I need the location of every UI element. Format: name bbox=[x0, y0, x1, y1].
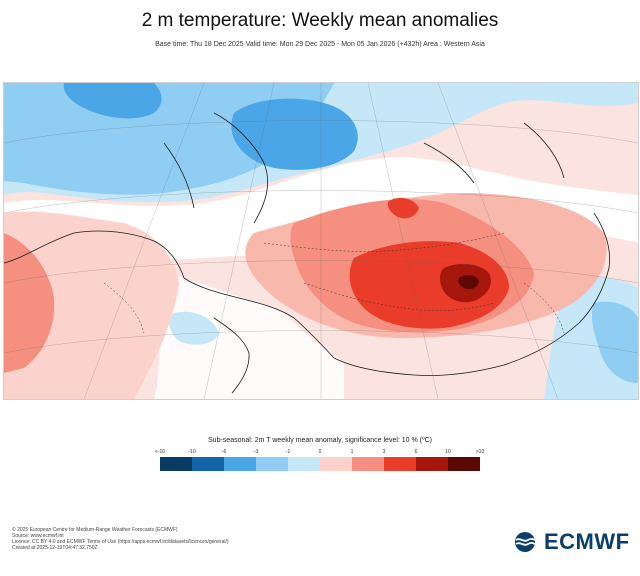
extreme-core-mongolia bbox=[458, 275, 479, 290]
legend-ticks: <-10 -10 -6 -3 -1 0 1 3 6 10 >10 bbox=[155, 449, 484, 457]
cold-patch-central bbox=[169, 311, 219, 345]
warm-core-west bbox=[4, 233, 55, 373]
legend-tick: 1 bbox=[350, 449, 354, 455]
legend-tick: -1 bbox=[285, 449, 291, 455]
ecmwf-logo: ECMWF bbox=[510, 529, 630, 555]
anomaly-map bbox=[3, 82, 639, 400]
footer-line: Licence: CC BY 4.0 and ECMWF Terms of Us… bbox=[12, 539, 229, 545]
legend-tick: >10 bbox=[475, 449, 485, 455]
country-borders bbox=[103, 232, 565, 334]
footer-line: Created at 2025-12-19T04:47:32.750Z bbox=[12, 545, 98, 551]
cold-core-north bbox=[231, 98, 358, 170]
warm-core-central-asia bbox=[349, 241, 509, 329]
legend-tick: -10 bbox=[188, 449, 196, 455]
legend-swatch bbox=[320, 457, 352, 471]
graticule bbox=[4, 83, 638, 399]
legend-swatch bbox=[384, 457, 416, 471]
warm-patch-north bbox=[387, 197, 419, 219]
coastlines bbox=[4, 112, 611, 394]
neutral-band-south bbox=[154, 273, 344, 399]
ecmwf-logo-icon bbox=[515, 532, 536, 552]
legend-swatch bbox=[352, 457, 384, 471]
footer-line: © 2025 European Centre for Medium-Range … bbox=[12, 527, 178, 533]
anomaly-map-svg bbox=[4, 83, 638, 399]
legend-swatch bbox=[448, 457, 480, 471]
legend-swatch bbox=[256, 457, 288, 471]
chart-subtitle: Base time: Thu 18 Dec 2025 Valid time: M… bbox=[155, 41, 485, 48]
cold-core-northwest bbox=[63, 83, 162, 119]
legend-tick: -6 bbox=[221, 449, 227, 455]
legend-color-bar bbox=[160, 457, 480, 471]
ecmwf-logo-text: ECMWF bbox=[544, 529, 630, 554]
legend-title: Sub-seasonal: 2m T weekly mean anomaly, … bbox=[208, 437, 432, 444]
legend-swatch bbox=[160, 457, 192, 471]
legend-swatch bbox=[288, 457, 320, 471]
warm-region-west bbox=[4, 211, 179, 399]
chart-title: 2 m temperature: Weekly mean anomalies bbox=[141, 10, 499, 31]
legend-tick: 6 bbox=[414, 449, 418, 455]
cold-core-southeast bbox=[591, 301, 638, 383]
legend-tick: 10 bbox=[445, 449, 451, 455]
footer-credits: © 2025 European Centre for Medium-Range … bbox=[12, 527, 229, 551]
legend-swatch bbox=[224, 457, 256, 471]
footer-line: Source: www.ecmwf.int bbox=[12, 533, 64, 539]
legend-tick: 0 bbox=[318, 449, 322, 455]
legend-swatch bbox=[416, 457, 448, 471]
legend-tick: -3 bbox=[253, 449, 259, 455]
legend-swatch bbox=[192, 457, 224, 471]
legend-tick: <-10 bbox=[154, 449, 166, 455]
legend-tick: 3 bbox=[382, 449, 386, 455]
